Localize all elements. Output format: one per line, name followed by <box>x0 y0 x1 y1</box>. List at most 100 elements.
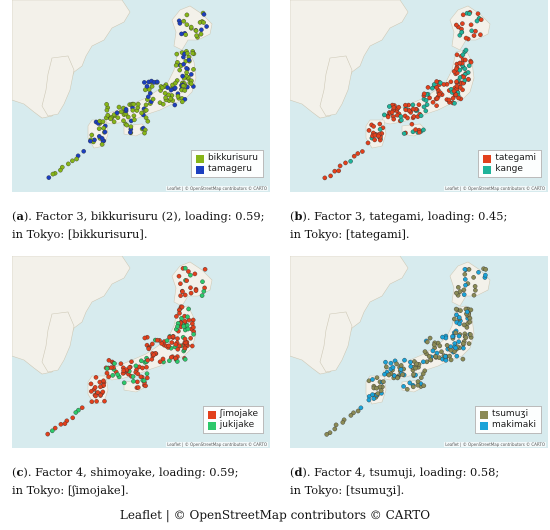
survey-point[interactable] <box>478 17 484 23</box>
survey-point[interactable] <box>181 324 186 329</box>
survey-point[interactable] <box>199 27 204 33</box>
survey-point[interactable] <box>469 28 474 34</box>
survey-point[interactable] <box>70 415 76 421</box>
survey-point[interactable] <box>471 33 477 38</box>
survey-point[interactable] <box>81 148 86 154</box>
survey-point[interactable] <box>199 293 205 298</box>
survey-point[interactable] <box>121 118 126 123</box>
survey-point[interactable] <box>399 117 404 123</box>
survey-point[interactable] <box>144 375 150 381</box>
survey-point[interactable] <box>456 333 462 339</box>
survey-point[interactable] <box>444 343 450 348</box>
survey-point[interactable] <box>453 22 459 28</box>
survey-point[interactable] <box>374 385 379 391</box>
survey-point[interactable] <box>322 175 328 181</box>
survey-point[interactable] <box>202 267 208 272</box>
survey-point[interactable] <box>418 113 424 118</box>
survey-point[interactable] <box>135 101 141 107</box>
survey-point[interactable] <box>131 113 137 119</box>
survey-point[interactable] <box>460 21 465 26</box>
survey-point[interactable] <box>468 59 474 65</box>
survey-point[interactable] <box>191 67 196 72</box>
survey-point[interactable] <box>430 348 436 354</box>
survey-point[interactable] <box>150 96 156 102</box>
survey-point[interactable] <box>358 405 364 411</box>
survey-point[interactable] <box>121 380 127 386</box>
survey-point[interactable] <box>401 384 406 389</box>
survey-point[interactable] <box>332 168 338 174</box>
survey-point[interactable] <box>466 63 472 68</box>
survey-point[interactable] <box>130 374 136 379</box>
survey-point[interactable] <box>192 271 198 277</box>
survey-point[interactable] <box>159 341 164 346</box>
survey-point[interactable] <box>463 35 469 41</box>
survey-point[interactable] <box>410 102 416 108</box>
survey-point[interactable] <box>160 101 166 107</box>
survey-point[interactable] <box>423 98 429 103</box>
survey-point[interactable] <box>185 314 190 320</box>
survey-point[interactable] <box>460 52 466 58</box>
survey-point[interactable] <box>188 72 194 77</box>
survey-point[interactable] <box>461 345 466 351</box>
survey-point[interactable] <box>145 94 151 100</box>
survey-point[interactable] <box>131 101 137 107</box>
survey-point[interactable] <box>461 292 467 297</box>
map-attribution[interactable]: Leaflet | © OpenStreetMap contributors ©… <box>444 442 546 447</box>
survey-point[interactable] <box>462 267 468 272</box>
survey-point[interactable] <box>106 374 111 380</box>
survey-point[interactable] <box>149 84 155 89</box>
survey-point[interactable] <box>193 28 199 34</box>
survey-point[interactable] <box>102 129 108 135</box>
survey-point[interactable] <box>355 151 361 156</box>
survey-point[interactable] <box>104 370 110 376</box>
survey-point[interactable] <box>450 334 455 339</box>
survey-point[interactable] <box>462 271 468 277</box>
survey-point[interactable] <box>139 110 144 116</box>
map-view[interactable]: bikkurisuru tamageru Leaflet | © OpenStr… <box>12 0 270 192</box>
survey-point[interactable] <box>360 149 365 154</box>
survey-point[interactable] <box>458 308 463 313</box>
survey-point[interactable] <box>131 379 136 384</box>
survey-point[interactable] <box>428 357 433 363</box>
survey-point[interactable] <box>454 79 459 84</box>
survey-point[interactable] <box>452 101 457 106</box>
survey-point[interactable] <box>173 80 178 86</box>
survey-point[interactable] <box>328 173 333 179</box>
survey-point[interactable] <box>453 345 458 351</box>
survey-point[interactable] <box>462 57 468 63</box>
survey-point[interactable] <box>441 82 447 87</box>
survey-point[interactable] <box>135 371 141 377</box>
survey-point[interactable] <box>408 364 414 369</box>
survey-point[interactable] <box>324 432 330 437</box>
survey-point[interactable] <box>130 108 136 113</box>
survey-point[interactable] <box>58 167 63 173</box>
survey-point[interactable] <box>457 60 463 66</box>
survey-point[interactable] <box>468 332 473 337</box>
survey-point[interactable] <box>453 92 459 98</box>
survey-point[interactable] <box>471 275 476 280</box>
survey-point[interactable] <box>448 357 454 363</box>
survey-point[interactable] <box>370 392 375 397</box>
survey-point[interactable] <box>467 319 473 325</box>
survey-point[interactable] <box>164 338 170 343</box>
survey-point[interactable] <box>182 318 188 324</box>
survey-point[interactable] <box>104 107 110 113</box>
survey-point[interactable] <box>355 408 361 414</box>
survey-point[interactable] <box>386 372 392 378</box>
survey-point[interactable] <box>382 372 387 377</box>
survey-point[interactable] <box>141 378 147 383</box>
survey-point[interactable] <box>179 99 185 105</box>
survey-point[interactable] <box>402 357 407 363</box>
survey-point[interactable] <box>108 365 114 370</box>
survey-point[interactable] <box>395 375 400 381</box>
survey-point[interactable] <box>377 127 383 132</box>
survey-point[interactable] <box>146 346 151 352</box>
survey-point[interactable] <box>115 372 120 377</box>
survey-point[interactable] <box>420 359 426 365</box>
survey-point[interactable] <box>433 354 438 359</box>
survey-point[interactable] <box>453 306 459 312</box>
map-attribution[interactable]: Leaflet | © OpenStreetMap contributors ©… <box>444 186 546 191</box>
survey-point[interactable] <box>383 359 388 365</box>
survey-point[interactable] <box>182 265 188 271</box>
survey-point[interactable] <box>157 359 163 365</box>
